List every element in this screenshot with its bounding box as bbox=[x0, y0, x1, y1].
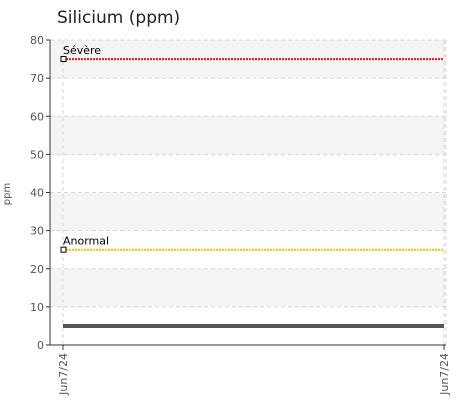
x-tick-label: Jun7/24 bbox=[57, 353, 70, 396]
threshold-label: Sévère bbox=[63, 44, 101, 57]
y-tick-label: 0 bbox=[37, 339, 44, 352]
threshold-label: Anormal bbox=[63, 235, 109, 248]
plot-bands bbox=[50, 40, 446, 307]
y-tick-label: 60 bbox=[30, 110, 44, 123]
plot-band bbox=[50, 116, 446, 155]
threshold-marker bbox=[60, 246, 67, 253]
chart-title: Silicium (ppm) bbox=[57, 8, 181, 28]
threshold-lines: Sévère Anormal bbox=[60, 44, 444, 253]
y-tick-label: 40 bbox=[30, 187, 44, 200]
plot-band bbox=[50, 268, 446, 307]
y-ticks: 0 10 20 30 40 50 60 70 80 bbox=[30, 34, 50, 352]
y-tick-label: 20 bbox=[30, 263, 44, 276]
y-tick-label: 70 bbox=[30, 72, 44, 85]
y-axis-label: ppm bbox=[2, 183, 13, 205]
x-tick-label: Jun7/24 bbox=[438, 353, 451, 396]
threshold-marker bbox=[60, 56, 67, 63]
y-tick-label: 10 bbox=[30, 301, 44, 314]
y-tick-label: 30 bbox=[30, 225, 44, 238]
y-tick-label: 50 bbox=[30, 148, 44, 161]
plot-band bbox=[50, 192, 446, 231]
grid-lines bbox=[50, 39, 447, 345]
x-ticks: Jun7/24 Jun7/24 bbox=[57, 345, 451, 396]
y-tick-label: 80 bbox=[30, 34, 44, 47]
